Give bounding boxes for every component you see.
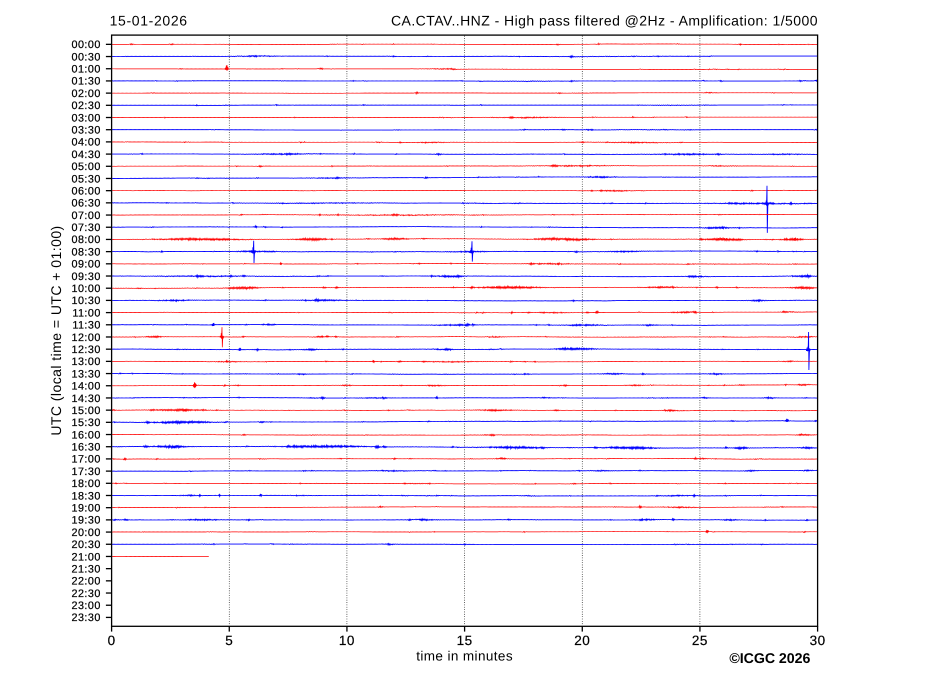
svg-text:©ICGC 2026: ©ICGC 2026	[729, 651, 810, 667]
svg-text:5: 5	[225, 633, 233, 648]
svg-text:22:30: 22:30	[72, 588, 101, 600]
svg-text:17:00: 17:00	[72, 454, 101, 466]
svg-text:CA.CTAV..HNZ - High pass filte: CA.CTAV..HNZ - High pass filtered @2Hz -…	[391, 12, 818, 28]
svg-text:07:00: 07:00	[72, 210, 101, 222]
svg-text:07:30: 07:30	[72, 222, 101, 234]
svg-text:14:00: 14:00	[72, 381, 101, 393]
svg-text:03:30: 03:30	[72, 125, 101, 137]
svg-text:11:30: 11:30	[72, 320, 100, 332]
svg-text:20:30: 20:30	[72, 539, 101, 551]
svg-text:09:00: 09:00	[72, 259, 101, 271]
svg-text:UTC (local time = UTC + 01:00): UTC (local time = UTC + 01:00)	[48, 225, 64, 435]
svg-text:23:30: 23:30	[72, 612, 101, 624]
svg-text:20: 20	[574, 633, 590, 648]
svg-text:03:00: 03:00	[72, 112, 101, 124]
svg-text:13:30: 13:30	[72, 368, 101, 380]
svg-text:06:30: 06:30	[72, 198, 101, 210]
svg-text:17:30: 17:30	[72, 466, 101, 478]
svg-text:22:00: 22:00	[72, 576, 101, 588]
svg-text:09:30: 09:30	[72, 271, 101, 283]
svg-text:11:00: 11:00	[72, 307, 100, 319]
svg-text:10: 10	[339, 633, 355, 648]
svg-text:00:30: 00:30	[72, 51, 101, 63]
svg-text:13:00: 13:00	[72, 356, 101, 368]
svg-text:18:30: 18:30	[72, 490, 101, 502]
svg-text:12:30: 12:30	[72, 344, 101, 356]
svg-text:15:00: 15:00	[72, 405, 101, 417]
svg-text:16:00: 16:00	[72, 429, 101, 441]
svg-text:10:30: 10:30	[72, 295, 101, 307]
svg-text:05:00: 05:00	[72, 161, 101, 173]
svg-text:02:30: 02:30	[72, 100, 101, 112]
svg-text:02:00: 02:00	[72, 88, 101, 100]
svg-text:19:00: 19:00	[72, 502, 101, 514]
svg-text:23:00: 23:00	[72, 600, 101, 612]
svg-text:21:00: 21:00	[72, 551, 101, 563]
svg-text:06:00: 06:00	[72, 185, 101, 197]
svg-text:14:30: 14:30	[72, 393, 101, 405]
svg-text:25: 25	[692, 633, 708, 648]
svg-text:08:30: 08:30	[72, 246, 101, 258]
svg-text:04:30: 04:30	[72, 149, 101, 161]
svg-text:01:30: 01:30	[72, 76, 101, 88]
svg-text:0: 0	[108, 633, 116, 648]
svg-text:30: 30	[810, 633, 826, 648]
svg-text:05:30: 05:30	[72, 173, 101, 185]
svg-text:10:00: 10:00	[72, 283, 101, 295]
svg-text:18:00: 18:00	[72, 478, 101, 490]
svg-text:08:00: 08:00	[72, 234, 101, 246]
svg-text:00:00: 00:00	[72, 39, 101, 51]
svg-text:19:30: 19:30	[72, 515, 101, 527]
svg-text:16:30: 16:30	[72, 442, 101, 454]
svg-text:15:30: 15:30	[72, 417, 101, 429]
svg-text:15: 15	[457, 633, 473, 648]
svg-text:15-01-2026: 15-01-2026	[110, 12, 188, 28]
svg-text:time in minutes: time in minutes	[416, 649, 513, 664]
svg-text:12:00: 12:00	[72, 332, 101, 344]
svg-text:21:30: 21:30	[72, 563, 101, 575]
svg-text:04:00: 04:00	[72, 137, 101, 149]
svg-text:20:00: 20:00	[72, 527, 101, 539]
svg-text:01:00: 01:00	[72, 64, 101, 76]
